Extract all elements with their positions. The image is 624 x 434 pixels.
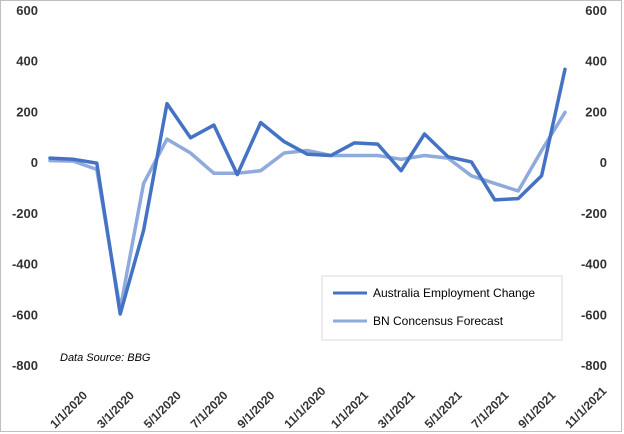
legend-label-australia-employment-change: Australia Employment Change [373, 286, 535, 300]
left-y-tick-label: -600 [12, 307, 38, 322]
data-source-note: Data Source: BBG [60, 352, 151, 364]
right-y-tick-label: -800 [581, 358, 607, 373]
right-y-tick-label: 200 [585, 104, 607, 119]
left-y-tick-label: -800 [12, 358, 38, 373]
right-y-tick-label: 0 [600, 155, 607, 170]
right-y-tick-label: 400 [585, 54, 607, 69]
left-y-axis: -800 -600 -400 -200 0 200 400 600 [12, 3, 38, 373]
series-layer [48, 67, 567, 316]
right-y-tick-label: -600 [581, 307, 607, 322]
left-y-tick-label: 0 [31, 155, 38, 170]
left-y-tick-label: 200 [16, 104, 38, 119]
left-y-tick-label: 600 [16, 3, 38, 18]
right-y-tick-label: -400 [581, 257, 607, 272]
left-y-tick-label: -400 [12, 257, 38, 272]
legend: Australia Employment Change BN Concensus… [321, 275, 563, 341]
right-y-axis: -800 -600 -400 -200 0 200 400 600 [581, 3, 607, 373]
legend-box [321, 275, 563, 341]
right-y-tick-label: 600 [585, 3, 607, 18]
right-y-tick-label: -200 [581, 206, 607, 221]
legend-label-bn-concensus-forecast: BN Concensus Forecast [373, 314, 504, 328]
left-y-tick-label: -200 [12, 206, 38, 221]
left-y-tick-label: 400 [16, 54, 38, 69]
